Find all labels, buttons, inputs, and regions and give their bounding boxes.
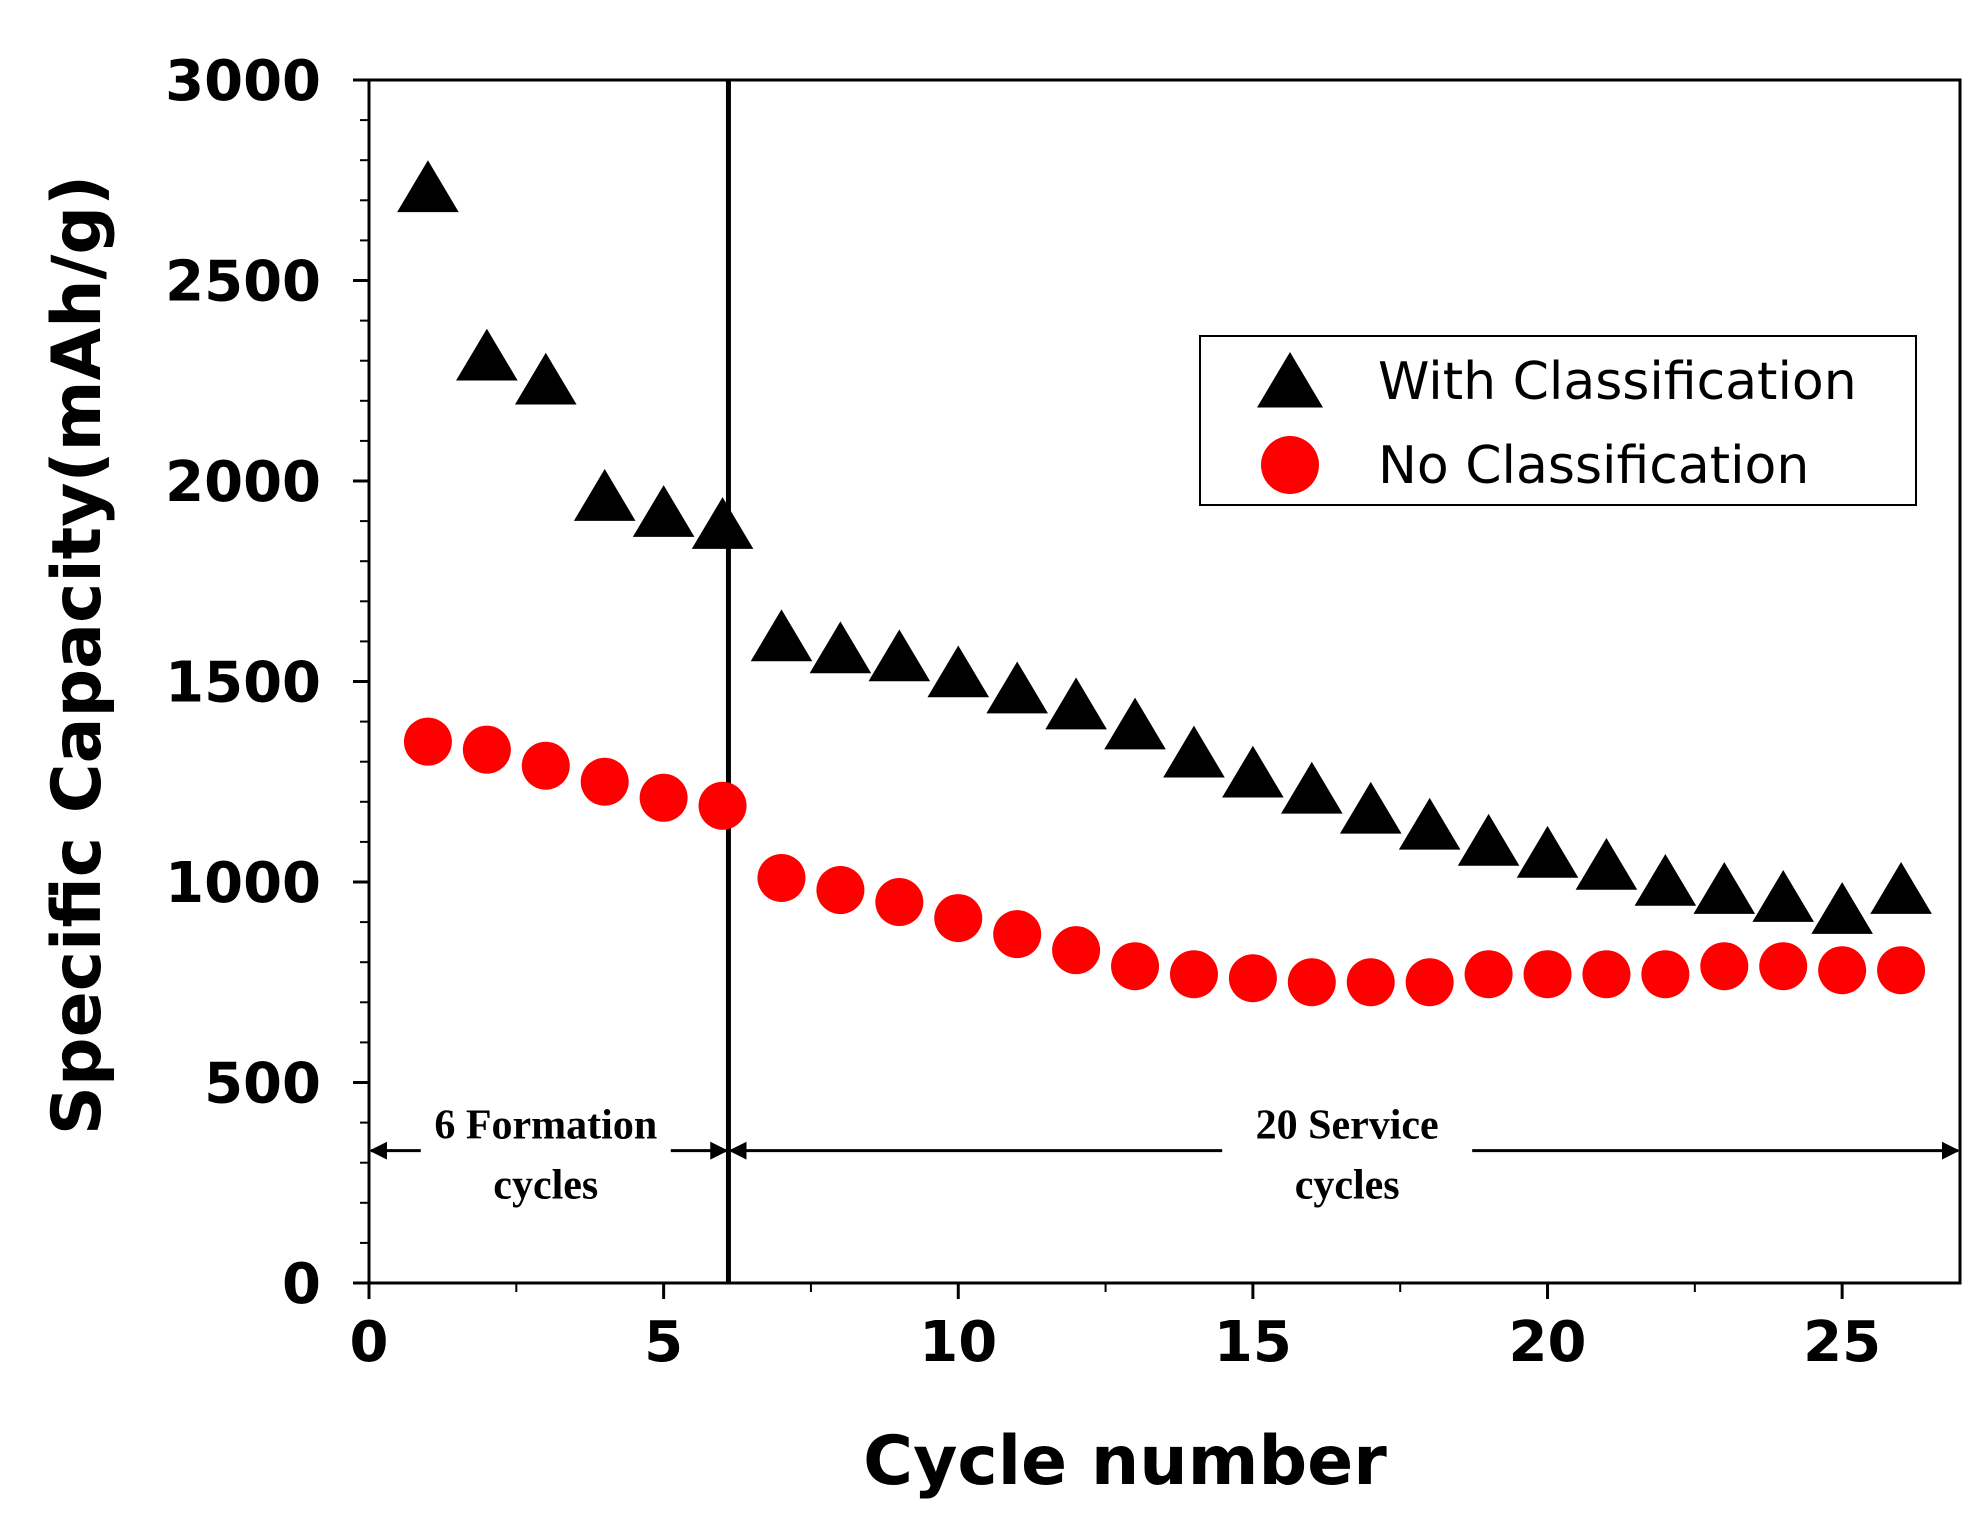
data-point-circle — [875, 878, 924, 927]
data-point-circle — [1641, 950, 1690, 999]
data-point-circle — [1287, 958, 1336, 1007]
y-tick-labels: 0 500 1000 1500 2000 2500 3000 — [165, 49, 321, 1317]
data-point-circle — [1877, 946, 1926, 995]
x-tick-label: 20 — [1509, 1310, 1587, 1375]
annotations: 6 Formation cycles 20 Service cycles — [369, 1103, 1960, 1209]
data-point-circle — [1111, 942, 1160, 991]
y-tick-label: 500 — [204, 1052, 321, 1117]
x-tick-label: 25 — [1803, 1310, 1881, 1375]
data-point-triangle — [1045, 677, 1107, 730]
x-tick-labels: 0 5 10 15 20 25 — [350, 1310, 1882, 1375]
data-point-triangle — [1281, 761, 1343, 814]
x-tick-label: 5 — [644, 1310, 683, 1375]
legend-label-no-classification: No Classification — [1378, 436, 1809, 496]
data-point-triangle — [456, 328, 518, 381]
data-point-triangle — [632, 485, 695, 537]
data-point-circle — [698, 781, 747, 830]
data-point-circle — [934, 894, 983, 943]
series-with-classification — [397, 160, 1932, 934]
data-point-circle — [639, 773, 688, 822]
data-point-circle — [580, 757, 629, 806]
data-point-circle — [1169, 950, 1218, 999]
data-point-triangle — [927, 645, 990, 698]
data-point-triangle — [1811, 882, 1873, 934]
x-tick-label: 0 — [350, 1310, 389, 1375]
x-tick-label: 10 — [919, 1310, 997, 1375]
data-point-triangle — [1693, 862, 1756, 914]
data-point-circle — [1818, 946, 1867, 995]
y-tick-label: 1000 — [165, 851, 321, 916]
data-point-circle — [1228, 954, 1277, 1003]
annotation-label: cycles — [1295, 1163, 1400, 1209]
annotation-label: cycles — [493, 1163, 598, 1209]
data-point-triangle — [1516, 825, 1579, 878]
y-axis-title: Specific Capacity(mAh/g) — [38, 175, 117, 1135]
legend-label-with-classification: With Classification — [1378, 352, 1857, 412]
legend: With Classification No Classification — [1199, 335, 1917, 506]
data-point-triangle — [1634, 854, 1697, 906]
data-point-circle — [1582, 950, 1631, 999]
data-point-triangle — [1222, 745, 1284, 798]
data-point-circle — [816, 866, 865, 915]
data-point-circle — [1405, 958, 1454, 1007]
data-point-triangle — [691, 497, 754, 549]
data-point-triangle — [514, 352, 577, 405]
data-point-triangle — [1870, 862, 1932, 914]
data-point-circle — [1052, 926, 1101, 975]
y-tick-label: 2500 — [165, 250, 321, 315]
x-axis-title: Cycle number — [863, 1422, 1387, 1501]
data-point-circle — [1700, 942, 1749, 991]
legend-circle-icon — [1261, 436, 1319, 494]
y-tick-label: 2000 — [165, 450, 321, 515]
data-point-circle — [1346, 958, 1395, 1007]
data-point-triangle — [1339, 781, 1402, 834]
data-point-triangle — [1163, 725, 1225, 778]
data-point-triangle — [750, 609, 813, 662]
plot-frame — [367, 78, 1962, 1285]
data-point-triangle — [1575, 837, 1638, 890]
y-ticks — [353, 78, 369, 1285]
data-point-circle — [462, 725, 511, 774]
y-tick-label: 0 — [282, 1252, 321, 1317]
data-point-triangle — [1752, 870, 1815, 922]
data-point-triangle — [1398, 797, 1461, 850]
y-tick-label: 1500 — [165, 651, 321, 716]
data-point-triangle — [868, 629, 931, 682]
legend-box — [1199, 335, 1917, 506]
legend-triangle-icon — [1257, 352, 1323, 408]
data-point-circle — [403, 717, 452, 766]
annotation-label: 20 Service — [1256, 1103, 1439, 1149]
data-point-triangle — [573, 469, 636, 521]
data-point-circle — [993, 910, 1042, 959]
series-no-classification — [403, 717, 1926, 1007]
annotation-label: 6 Formation — [434, 1103, 657, 1149]
data-point-circle — [1464, 950, 1513, 999]
x-tick-label: 15 — [1214, 1310, 1292, 1375]
data-point-triangle — [1457, 813, 1520, 866]
data-point-circle — [757, 853, 806, 902]
y-tick-label: 3000 — [165, 49, 321, 114]
data-point-circle — [521, 741, 570, 790]
data-point-triangle — [397, 160, 459, 213]
data-point-triangle — [809, 621, 872, 674]
data-point-triangle — [1104, 697, 1166, 750]
data-point-circle — [1523, 950, 1572, 999]
data-point-triangle — [986, 661, 1048, 714]
data-point-circle — [1759, 942, 1808, 991]
x-ticks — [367, 1283, 1844, 1299]
